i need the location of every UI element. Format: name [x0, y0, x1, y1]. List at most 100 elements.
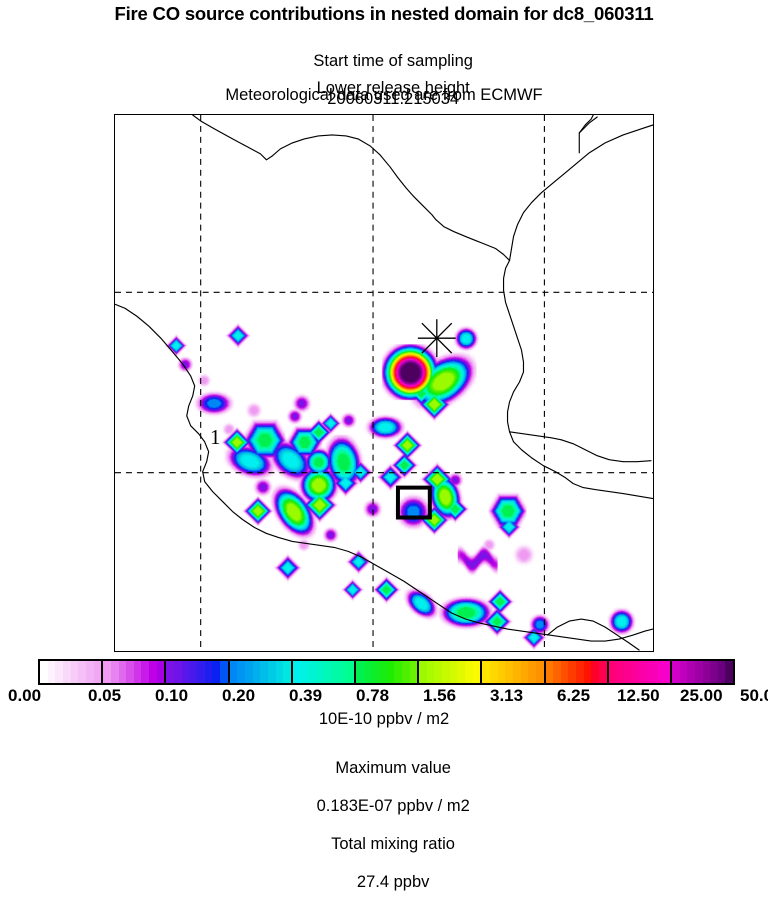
colorbar-tick-6: 1.56: [423, 686, 457, 705]
colorbar-tick-2: 0.10: [155, 686, 189, 705]
colorbar-tick-7: 3.13: [490, 686, 524, 705]
maximum-value-value: 0.183E-07 ppbv / m2: [316, 797, 470, 815]
coastline-northeast: [508, 124, 653, 262]
colorbar-tick-0: 0.00: [8, 686, 42, 705]
colorbar-tick-labels: 0.00 0.05 0.10 0.20 0.39 0.78 1.56 3.13 6.25 12.5…: [0, 686, 768, 708]
colorbar-step: [535, 661, 544, 683]
colorbar-step: [679, 661, 688, 683]
colorbar-step: [300, 661, 309, 683]
colorbar-tick-8: 6.25: [557, 686, 591, 705]
colorbar-gradient: [38, 659, 735, 685]
colorbar-band-7: [482, 661, 546, 683]
border-east-inland: [508, 431, 562, 441]
colorbar-step: [497, 661, 506, 683]
colorbar-step: [419, 661, 427, 683]
coastline-north: [192, 115, 511, 262]
colorbar-step: [599, 661, 607, 683]
colorbar-step: [616, 661, 624, 683]
colorbar-step: [646, 661, 655, 683]
colorbar-step: [591, 661, 600, 683]
border-south-inland: [546, 618, 640, 651]
colorbar-band-10: [671, 661, 734, 683]
colorbar-step: [78, 661, 86, 683]
colorbar-step: [244, 661, 253, 683]
map-inline-label: 1: [210, 425, 221, 449]
colorbar-step: [55, 661, 63, 683]
colorbar-tick-4: 0.39: [289, 686, 323, 705]
total-mixing-ratio-value: 27.4 ppbv: [356, 873, 430, 891]
colorbar-band-3: [229, 661, 293, 683]
border-notch-north: [578, 115, 594, 154]
colorbar-step: [189, 661, 197, 683]
colorbar-step: [308, 661, 316, 683]
colorbar-step: [624, 661, 632, 683]
map-plot-panel: 1: [114, 114, 654, 652]
colorbar-step: [608, 661, 617, 683]
coastline-east-bay: [512, 441, 653, 500]
colorbar-band-2: [166, 661, 230, 683]
colorbar-step: [126, 661, 134, 683]
colorbar-step: [275, 661, 284, 683]
colorbar-step: [512, 661, 521, 683]
colorbar-step: [520, 661, 529, 683]
colorbar-tick-10: 25.00: [680, 686, 723, 705]
colorbar-step: [166, 661, 175, 683]
colorbar-step: [434, 661, 443, 683]
colorbar-step: [346, 661, 354, 683]
colorbar-step: [110, 661, 119, 683]
colorbar-step: [93, 661, 102, 683]
receptor-box-marker: [395, 485, 432, 520]
figure-root: Fire CO source contributions in nested d…: [0, 3, 768, 891]
coastline-west-south: [115, 303, 653, 642]
colorbar-step: [70, 661, 79, 683]
colorbar-step: [442, 661, 450, 683]
asterisk-marker: [417, 319, 456, 358]
colorbar-step: [553, 661, 561, 683]
colorbar-step: [149, 661, 157, 683]
colorbar-step: [568, 661, 577, 683]
colorbar-step: [702, 661, 711, 683]
colorbar-step: [426, 661, 435, 683]
colorbar-step: [465, 661, 473, 683]
colorbar-step: [212, 661, 220, 683]
colorbar-step: [457, 661, 466, 683]
coastline-paths: [115, 115, 653, 651]
border-notch-north-2: [578, 116, 598, 134]
start-time-label: Start time of sampling: [313, 52, 473, 70]
colorbar-band-0: [40, 661, 104, 683]
colorbar-step: [528, 661, 536, 683]
colorbar-step: [85, 661, 94, 683]
maximum-value-label: Maximum value: [335, 759, 451, 777]
colorbar-step: [662, 661, 670, 683]
colorbar-step: [583, 661, 592, 683]
colorbar-step: [560, 661, 569, 683]
colorbar-step: [47, 661, 56, 683]
colorbar-step: [725, 661, 734, 683]
colorbar-step: [103, 661, 111, 683]
colorbar-step: [219, 661, 228, 683]
colorbar-step: [449, 661, 458, 683]
colorbar-band-6: [419, 661, 483, 683]
colorbar-step: [197, 661, 205, 683]
colorbar-step: [292, 661, 301, 683]
colorbar-step: [363, 661, 372, 683]
colorbar-step: [409, 661, 418, 683]
colorbar-step: [489, 661, 498, 683]
start-time-value: 20060311.215034: [327, 90, 460, 108]
colorbar-step: [323, 661, 332, 683]
colorbar-step: [472, 661, 481, 683]
colorbar-step: [355, 661, 364, 683]
colorbar-step: [694, 661, 703, 683]
colorbar-step: [687, 661, 695, 683]
colorbar-step: [181, 661, 190, 683]
colorbar-unit-label: 10E-10 ppbv / m2: [318, 710, 450, 728]
colorbar-band-5: [355, 661, 420, 683]
colorbar-band-9: [608, 661, 672, 683]
colorbar-step: [371, 661, 379, 683]
summary-line: Maximum value 0.183E-07 ppbv / m2 Total …: [0, 740, 768, 911]
meteorology-source-line: Meteorological data used are from ECMWF: [225, 86, 543, 104]
colorbar-step: [654, 661, 663, 683]
colorbar-step: [378, 661, 387, 683]
colorbar-step: [505, 661, 513, 683]
figure-title: Fire CO source contributions in nested d…: [114, 3, 654, 24]
